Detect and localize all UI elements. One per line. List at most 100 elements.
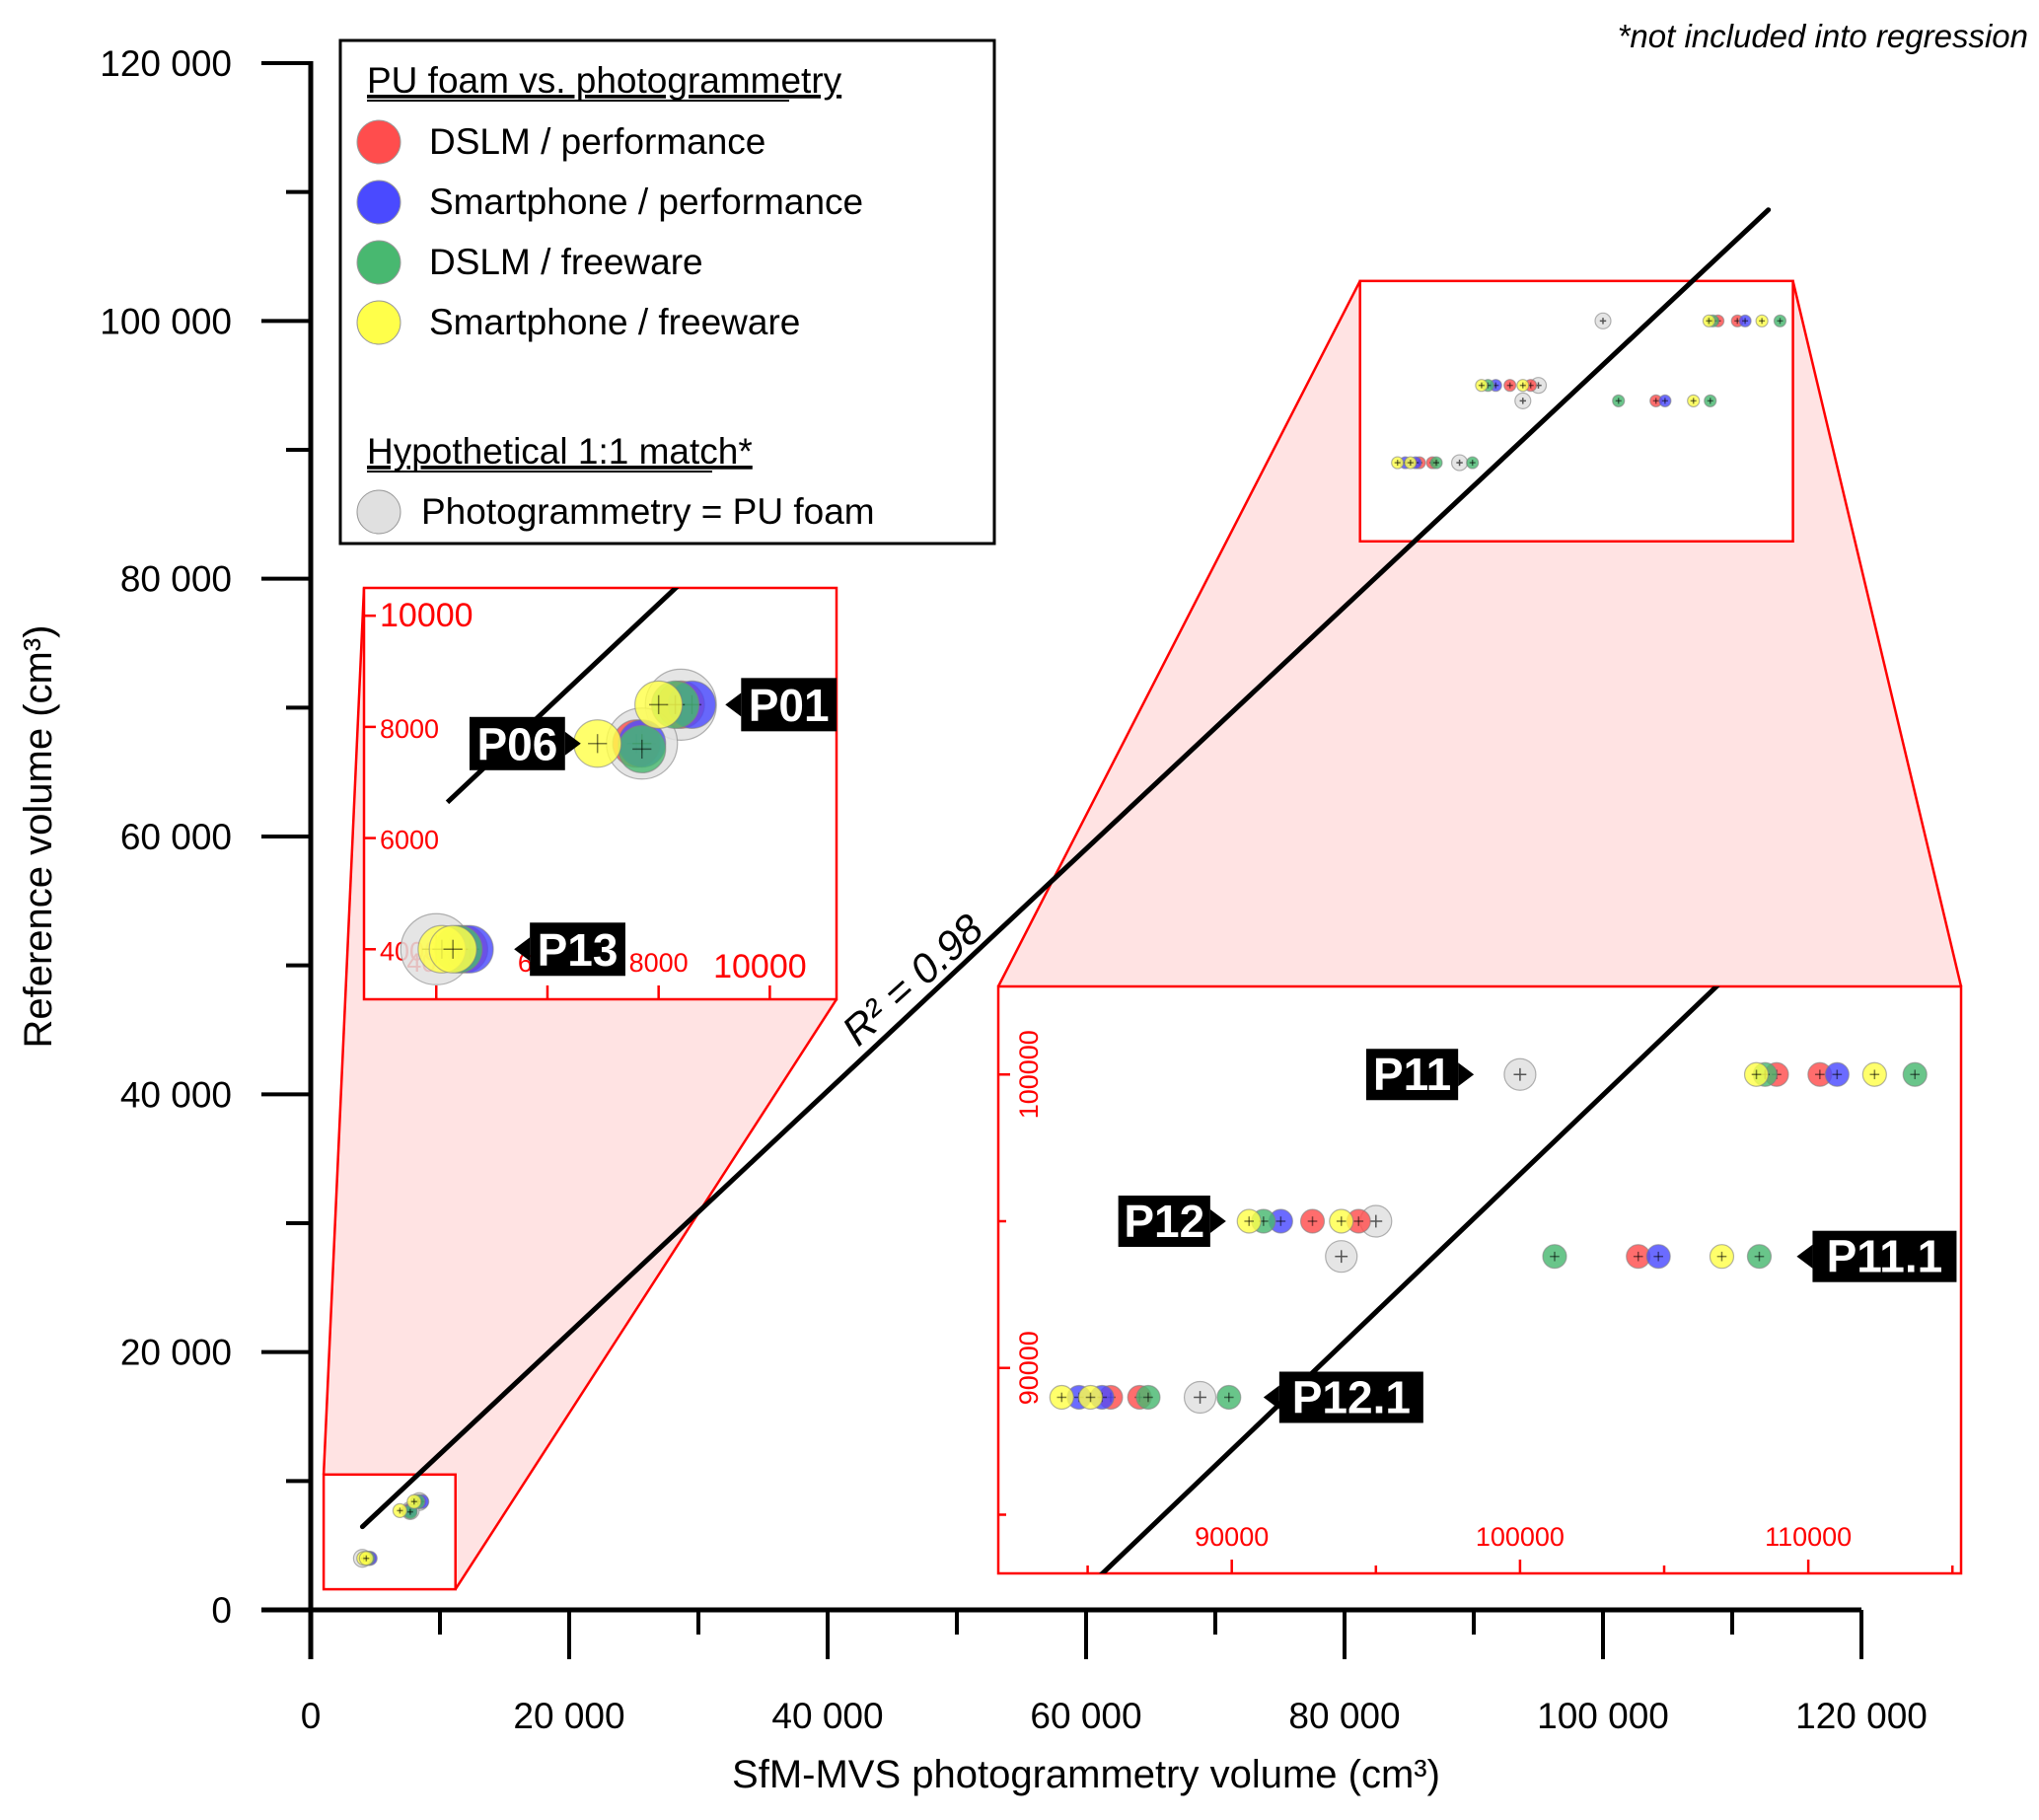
sample-callout: P01 [725,678,837,732]
data-point [1268,1208,1293,1234]
legend-marker [356,119,401,165]
reference-point [1514,392,1532,409]
inset-x-tick-label: 110000 [1765,1522,1852,1552]
regression-line [359,207,1772,1530]
sample-label: P12.1 [1292,1371,1411,1422]
sample-callout: P13 [514,922,625,977]
callout-pointer [1209,1209,1226,1233]
y-tick-label: 100 000 [100,301,232,341]
legend-marker [356,489,401,535]
inset-y-tick-label: 90000 [1014,1331,1044,1405]
callout-box [1118,1196,1210,1247]
data-point [358,1551,374,1566]
x-tick-label: 60 000 [1030,1696,1141,1736]
y-tick-label: 60 000 [120,817,232,857]
sample-callout: P11 [1365,1049,1475,1101]
reference-point [1594,312,1612,329]
legend-marker [356,240,401,285]
inset-regression-line [1099,986,1720,1573]
legend-heading: PU foam vs. photogrammetry [367,60,842,101]
callout-box [1278,1371,1423,1423]
data-point [1658,394,1672,407]
legend: PU foam vs. photogrammetry DSLM / perform… [338,38,996,546]
legend-label: DSLM / freeware [429,242,703,282]
y-tick-label: 80 000 [120,559,232,600]
legend-marker [356,180,401,225]
data-point [1738,314,1752,328]
zoom-connector-line [996,280,1361,987]
sample-callout: P12 [1118,1196,1226,1247]
legend-label: DSLM / performance [429,121,765,162]
data-point [1687,394,1701,407]
data-point [1861,1061,1887,1087]
legend-heading: Hypothetical 1:1 match* [367,431,753,472]
reference-point [1183,1380,1217,1415]
data-point [1299,1208,1326,1234]
sample-callout: P06 [469,716,581,770]
data-point [634,680,684,729]
data-point [1329,1208,1354,1234]
callout-pointer [1263,1385,1279,1410]
sample-label: P01 [749,680,830,731]
x-tick-label: 20 000 [513,1696,624,1736]
y-tick-label: 40 000 [120,1074,232,1115]
data-point [1645,1244,1671,1270]
inset-frame [996,984,1963,1575]
data-point [1626,1244,1651,1270]
legend-label: Photogrammetry = PU foam [421,491,875,532]
regression-line-main [359,207,1772,1530]
callout-pointer [514,937,531,962]
zoom-connector-line [1791,280,1963,987]
sample-label: P11 [1373,1049,1451,1100]
data-point [1466,456,1480,470]
callout-box [530,922,625,977]
sample-callout: P12.1 [1263,1371,1423,1423]
reference-point [1325,1240,1358,1274]
r-squared-label: R² = 0.98 [834,905,992,1055]
regression-note: *not included into regression [1618,18,2028,54]
small-inset: 4000600080001000040006000800010000P01P06… [362,586,838,1001]
callout-pointer [725,692,742,717]
data-point [1743,1061,1770,1087]
sample-label: P11.1 [1827,1231,1943,1282]
data-point [1612,394,1626,407]
data-point [1503,379,1517,393]
data-point [1135,1384,1161,1411]
data-point [1049,1384,1074,1411]
zoom-source-box [322,1473,457,1591]
data-point [1516,379,1530,393]
x-tick-label: 40 000 [771,1696,883,1736]
legend-label: Smartphone / freeware [429,302,800,342]
sample-label: P12 [1124,1196,1204,1247]
data-point [1475,379,1489,393]
main-points [352,312,1787,1568]
large-inset: 90000 100000 110000 90000 100000 P11 P12 P11.1 P… [996,984,1963,1575]
callout-pointer [564,731,581,756]
inset-plot-area [1049,986,1928,1573]
data-point [1755,314,1769,328]
data-point [1542,1244,1567,1270]
zoom-connector-line [322,587,366,1475]
data-point [1746,1244,1773,1270]
reference-point [1450,454,1469,472]
data-point [1773,314,1787,328]
inset-x-tick-label: 100000 [1476,1522,1565,1552]
sample-label: P06 [476,718,557,769]
sample-callout: P11.1 [1796,1231,1957,1282]
y-tick-label: 0 [211,1590,232,1631]
zoom-connector-fill [324,588,837,1590]
x-tick-label: 0 [301,1696,322,1736]
y-tick-label: 120 000 [100,43,232,84]
x-axis-title: SfM-MVS photogrammetry volume (cm³) [732,1753,1440,1796]
data-point [1429,456,1443,470]
data-point [1077,1384,1104,1411]
legend-box [338,38,996,546]
callout-box [469,716,565,770]
inset-x-tick-label: 8000 [629,948,689,978]
data-point [1236,1208,1262,1234]
callout-box [741,678,837,732]
legend-label: Smartphone / performance [429,182,863,222]
main-axes: 0 20 000 40 000 60 000 80 000 100 000 120 000 0… [100,43,1928,1736]
data-point [1216,1384,1242,1411]
